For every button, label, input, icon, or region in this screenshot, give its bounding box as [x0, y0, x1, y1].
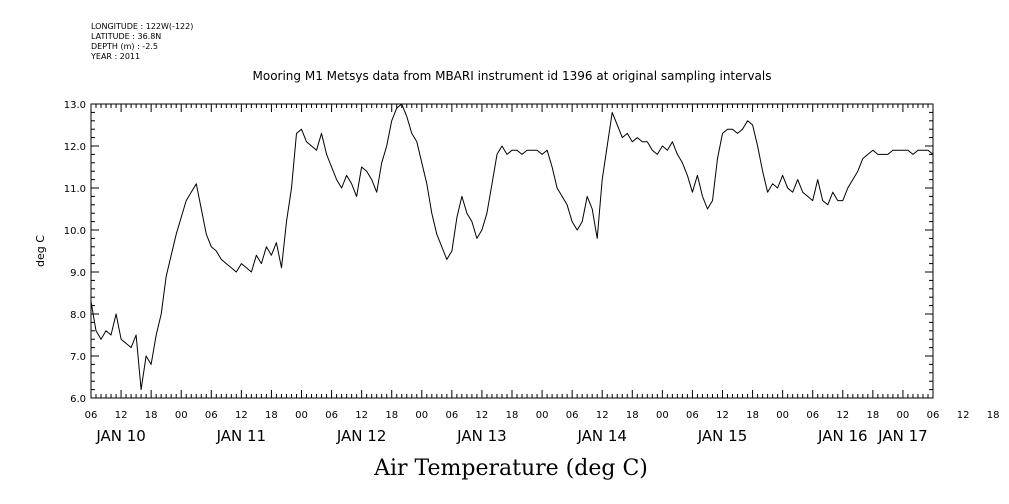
x-day-label: JAN 12	[336, 427, 387, 445]
y-tick-label: 7.0	[70, 352, 86, 363]
x-tick-label: 18	[506, 410, 519, 421]
y-tick-label: 9.0	[70, 268, 86, 279]
x-axis-label: Air Temperature (deg C)	[373, 456, 648, 481]
x-tick-label: 06	[445, 410, 458, 421]
x-tick-label: 06	[566, 410, 579, 421]
x-tick-label: 12	[596, 410, 609, 421]
y-axis: 6.0 7.0 8.0 9.0 10.0 11.0 12.0 13.0	[64, 100, 933, 405]
y-axis-label: deg C	[34, 235, 47, 267]
series-line	[90, 103, 934, 391]
series-layer	[90, 103, 934, 391]
x-day-label: JAN 14	[576, 427, 627, 445]
x-day-label: JAN 17	[877, 427, 928, 445]
x-tick-label: 00	[175, 410, 188, 421]
y-tick-label: 8.0	[70, 310, 86, 321]
y-tick-label: 10.0	[64, 226, 86, 237]
x-tick-label: 12	[235, 410, 248, 421]
x-tick-label: 12	[836, 410, 849, 421]
x-tick-label: 06	[85, 410, 98, 421]
x-tick-label: 06	[806, 410, 819, 421]
longitude-text: LONGITUDE : 122W(-122)	[91, 22, 194, 31]
x-tick-label: 12	[716, 410, 729, 421]
x-tick-label: 06	[686, 410, 699, 421]
x-tick-label: 00	[415, 410, 428, 421]
x-tick-label: 06	[325, 410, 338, 421]
depth-text: DEPTH (m) : -2.5	[91, 42, 158, 51]
x-tick-label: 00	[776, 410, 789, 421]
x-tick-label: 00	[295, 410, 308, 421]
x-day-label: JAN 11	[216, 427, 267, 445]
metadata-block: LONGITUDE : 122W(-122) LATITUDE : 36.8N …	[91, 22, 193, 62]
x-tick-label: 12	[355, 410, 368, 421]
y-tick-label: 6.0	[70, 394, 86, 405]
x-tick-label: 18	[866, 410, 879, 421]
x-tick-label: 00	[536, 410, 549, 421]
x-tick-label: 12	[957, 410, 970, 421]
plot-frame	[90, 103, 934, 399]
x-tick-label: 18	[746, 410, 759, 421]
x-day-label: JAN 13	[456, 427, 507, 445]
x-tick-label: 12	[115, 410, 128, 421]
latitude-text: LATITUDE : 36.8N	[91, 32, 162, 41]
x-axis: 06 12 18 00 06 12 18 00 06 12 18 00 06 12 18 00 06 12 18 00…	[85, 104, 1000, 445]
x-day-label: JAN 15	[697, 427, 748, 445]
y-tick-label: 11.0	[64, 184, 86, 195]
x-tick-label: 00	[897, 410, 910, 421]
x-day-label: JAN 16	[817, 427, 868, 445]
x-day-label: JAN 10	[95, 427, 146, 445]
year-text: YEAR : 2011	[91, 52, 141, 61]
x-tick-label: 18	[145, 410, 158, 421]
x-tick-label: 18	[385, 410, 398, 421]
y-tick-label: 12.0	[64, 142, 86, 153]
x-tick-label: 18	[987, 410, 1000, 421]
x-tick-label: 18	[626, 410, 639, 421]
x-tick-label: 18	[265, 410, 278, 421]
x-tick-label: 12	[476, 410, 489, 421]
x-tick-label: 06	[205, 410, 218, 421]
y-tick-label: 13.0	[64, 100, 86, 111]
chart-title: Mooring M1 Metsys data from MBARI instru…	[253, 69, 772, 83]
x-tick-label: 00	[656, 410, 669, 421]
x-tick-label: 06	[927, 410, 940, 421]
